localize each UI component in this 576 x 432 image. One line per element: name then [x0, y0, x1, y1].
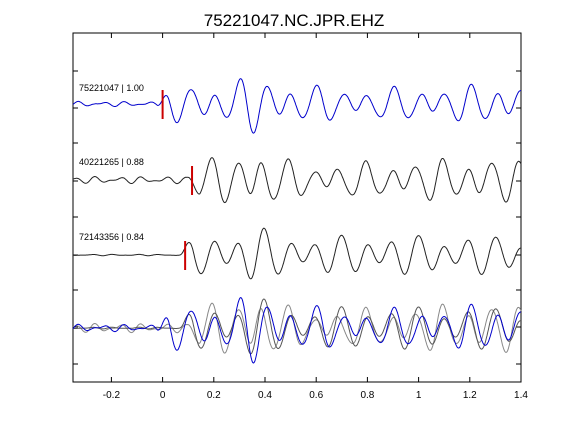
chart-title: 75221047.NC.JPR.EHZ [204, 11, 384, 30]
x-tick-label: 1.4 [514, 390, 528, 401]
trace-label-3: 72143356 | 0.84 [79, 232, 144, 242]
x-axis: -0.2 0 0.2 0.4 0.6 0.8 1 1.2 1.4 [103, 33, 528, 401]
plot-frame [72, 32, 522, 383]
waveform-trace-1 [72, 78, 521, 134]
x-tick-label: 0.4 [258, 390, 272, 401]
x-tick-label: 1 [416, 390, 422, 401]
trace-label-1: 75221047 | 1.00 [79, 83, 144, 93]
overlay-trace-3 [72, 297, 522, 364]
x-tick-label: 0.2 [207, 390, 221, 401]
x-tick-label: 1.2 [463, 390, 477, 401]
x-tick-label: 0.8 [360, 390, 374, 401]
x-tick-label: -0.2 [103, 390, 121, 401]
waveform-traces [72, 78, 522, 364]
y-tick-marks [73, 70, 521, 365]
trace-label-2: 40221265 | 0.88 [79, 157, 144, 167]
waveform-trace-2 [72, 157, 522, 204]
overlay-trace-2 [73, 298, 521, 355]
waveform-trace-3 [73, 227, 521, 280]
x-tick-label: 0 [160, 390, 166, 401]
x-tick-label: 0.6 [309, 390, 323, 401]
